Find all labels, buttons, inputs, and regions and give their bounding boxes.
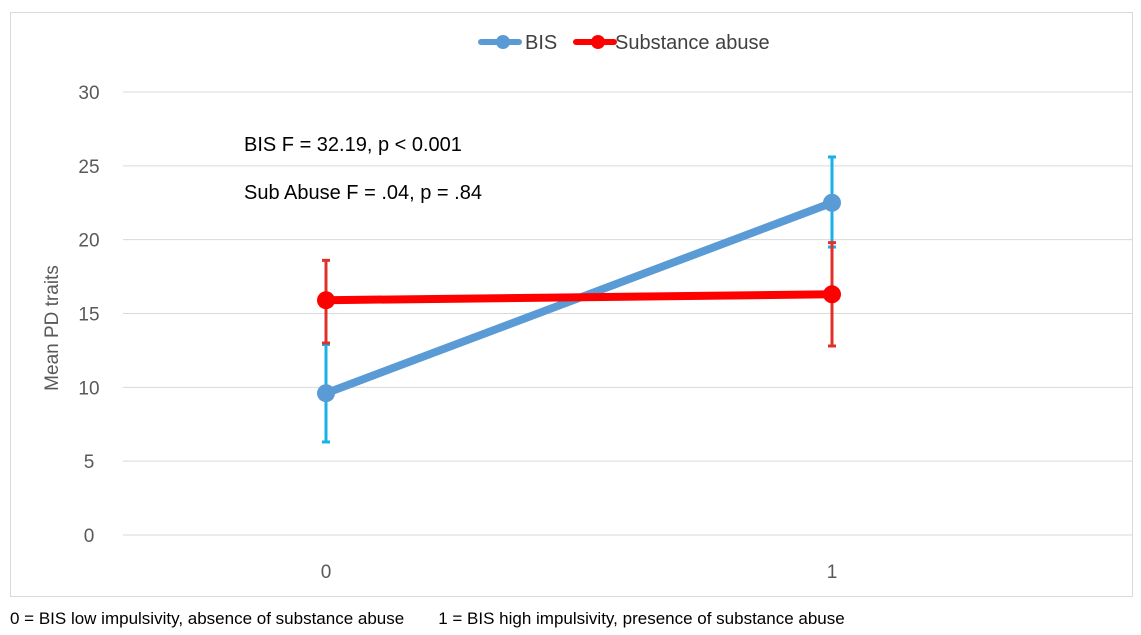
y-tick-labels: 0 5 10 15 20 25 30 [78, 83, 99, 547]
legend-label-bis: BIS [525, 32, 557, 54]
footnote-left: 0 = BIS low impulsivity, absence of subs… [10, 609, 405, 628]
y-tick-10: 10 [78, 378, 99, 399]
series-layer [317, 155, 841, 444]
legend-marker-bis [496, 35, 510, 49]
y-tick-30: 30 [78, 83, 99, 104]
y-axis-label: Mean PD traits [42, 265, 63, 391]
series-line-substance-abuse [322, 290, 836, 305]
y-tick-5: 5 [84, 452, 95, 473]
legend: BIS Substance abuse [478, 32, 770, 54]
x-tick-1: 1 [827, 562, 838, 583]
y-tick-20: 20 [78, 231, 99, 252]
gridlines [123, 91, 1132, 536]
annotation-sub-abuse: Sub Abuse F = .04, p = .84 [244, 182, 482, 204]
y-tick-0: 0 [84, 526, 95, 547]
data-point-bis-0 [317, 384, 335, 403]
x-tick-0: 0 [321, 562, 332, 583]
legend-label-substance-abuse: Substance abuse [615, 32, 770, 54]
series-substance-abuse [317, 241, 841, 348]
footnote-right: 1 = BIS high impulsivity, presence of su… [438, 609, 845, 628]
y-tick-15: 15 [78, 305, 99, 326]
annotation-bis: BIS F = 32.19, p < 0.001 [244, 134, 462, 156]
data-point-bis-1 [823, 193, 841, 212]
footnote: 0 = BIS low impulsivity, absence of subs… [10, 609, 879, 629]
legend-marker-substance-abuse [591, 35, 605, 49]
y-tick-25: 25 [78, 157, 99, 178]
data-point-substance-abuse-0 [317, 291, 335, 310]
data-point-substance-abuse-1 [823, 285, 841, 304]
